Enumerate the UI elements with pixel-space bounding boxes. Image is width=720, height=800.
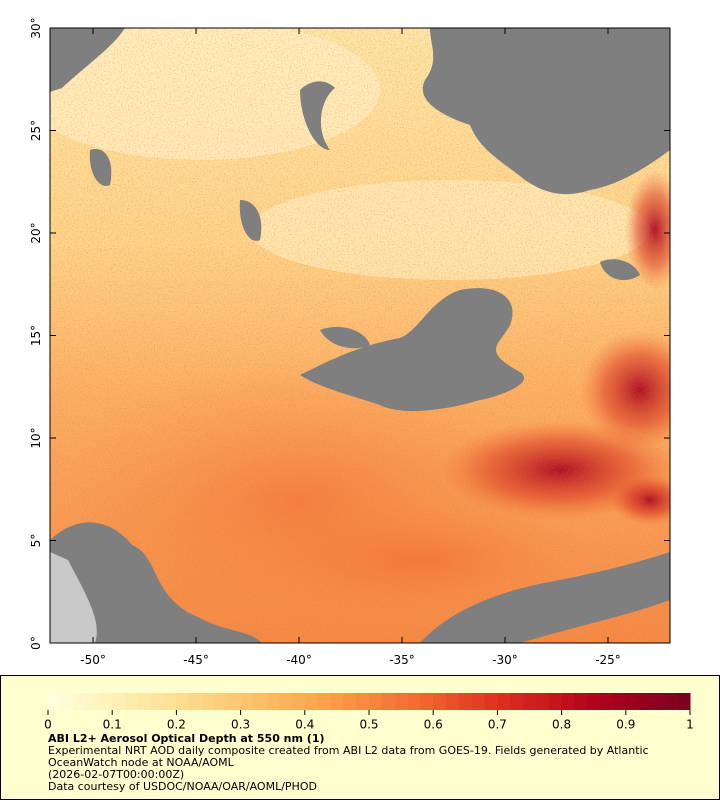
colorbar-tick-label: 0.2 — [167, 718, 186, 732]
legend-timestamp: (2026-02-07T00:00:00Z) — [48, 768, 185, 781]
colorbar-step — [330, 693, 344, 710]
x-tick-label: -50° — [80, 653, 106, 667]
colorbar-tick-label: 0.9 — [616, 718, 635, 732]
x-tick-label: -45° — [183, 653, 209, 667]
aod-imagery — [50, 28, 670, 643]
colorbar-step — [369, 693, 383, 710]
colorbar-step — [291, 693, 306, 710]
y-tick-label: 0° — [29, 636, 43, 650]
colorbar-step — [240, 693, 254, 710]
colorbar-step — [112, 693, 126, 710]
colorbar-step — [266, 693, 280, 710]
colorbar-step — [99, 693, 113, 710]
cloud-mask — [50, 28, 670, 643]
colorbar-step — [356, 693, 370, 710]
colorbar-step — [279, 693, 293, 710]
colorbar-step — [60, 693, 75, 710]
colorbar-tick-label: 0.7 — [488, 718, 507, 732]
colorbar-step — [343, 693, 357, 710]
legend-description: Experimental NRT AOD daily composite cre… — [48, 744, 649, 769]
y-tick-label: 15° — [29, 325, 43, 346]
colorbar-step — [638, 693, 652, 710]
y-tick-label: 10° — [29, 427, 43, 448]
y-tick-label: 5° — [29, 534, 43, 548]
colorbar-step — [574, 693, 588, 710]
legend-credit: Data courtesy of USDOC/NOAA/OAR/AOML/PHO… — [48, 780, 317, 793]
colorbar-tick-label: 0.4 — [295, 718, 314, 732]
colorbar: 0 0.1 0.2 0.3 0.4 0.5 0.6 0.7 0.8 0.9 1 — [44, 693, 694, 732]
colorbar-step — [86, 693, 100, 710]
colorbar-tick-label: 0.5 — [359, 718, 378, 732]
colorbar-step — [304, 693, 319, 710]
colorbar-step — [317, 693, 331, 710]
x-tick-label: -30° — [492, 653, 518, 667]
colorbar-step — [150, 693, 165, 710]
colorbar-step — [407, 693, 421, 710]
colorbar-step — [381, 693, 396, 710]
colorbar-step — [535, 693, 550, 710]
colorbar-tick-label: 0 — [44, 718, 52, 732]
y-tick-label: 25° — [29, 120, 43, 141]
map: -50° -45° -40° -35° -30° -25° 0° 5° 10° 15° 20° 25°… — [29, 17, 671, 667]
y-tick-label: 20° — [29, 222, 43, 243]
colorbar-step — [125, 693, 139, 710]
colorbar-step — [433, 693, 447, 710]
colorbar-step — [214, 693, 229, 710]
colorbar-step — [561, 693, 575, 710]
colorbar-step — [651, 693, 665, 710]
colorbar-step — [137, 693, 152, 710]
colorbar-step — [394, 693, 409, 710]
colorbar-step — [548, 693, 563, 710]
colorbar-step — [253, 693, 267, 710]
colorbar-step — [471, 693, 486, 710]
colorbar-step — [189, 693, 203, 710]
colorbar-step — [73, 693, 88, 710]
colorbar-tick-label: 0.3 — [231, 718, 250, 732]
colorbar-tick-label: 0.1 — [103, 718, 122, 732]
colorbar-step — [227, 693, 242, 710]
legend: 0 0.1 0.2 0.3 0.4 0.5 0.6 0.7 0.8 0.9 1 ABI L2+ Ae… — [0, 675, 720, 800]
y-tick-label: 30° — [29, 17, 43, 38]
colorbar-step — [163, 693, 177, 710]
colorbar-step — [48, 693, 62, 710]
colorbar-step — [446, 693, 460, 710]
land — [50, 552, 97, 643]
colorbar-step — [587, 693, 601, 710]
legend-title: ABI L2+ Aerosol Optical Depth at 550 nm … — [48, 732, 325, 745]
x-tick-label: -25° — [595, 653, 621, 667]
colorbar-tick-label: 0.8 — [552, 718, 571, 732]
colorbar-step — [677, 693, 691, 710]
colorbar-tick-label: 0.6 — [424, 718, 443, 732]
colorbar-step — [664, 693, 678, 710]
colorbar-tick-label: 1 — [686, 718, 694, 732]
colorbar-step — [458, 693, 473, 710]
colorbar-step — [497, 693, 511, 710]
colorbar-step — [523, 693, 537, 710]
colorbar-step — [510, 693, 524, 710]
colorbar-step — [625, 693, 640, 710]
x-tick-label: -40° — [286, 653, 312, 667]
colorbar-step — [420, 693, 434, 710]
colorbar-step — [484, 693, 498, 710]
colorbar-step — [612, 693, 627, 710]
colorbar-step — [600, 693, 614, 710]
colorbar-step — [202, 693, 216, 710]
colorbar-step — [176, 693, 190, 710]
x-tick-label: -35° — [389, 653, 415, 667]
